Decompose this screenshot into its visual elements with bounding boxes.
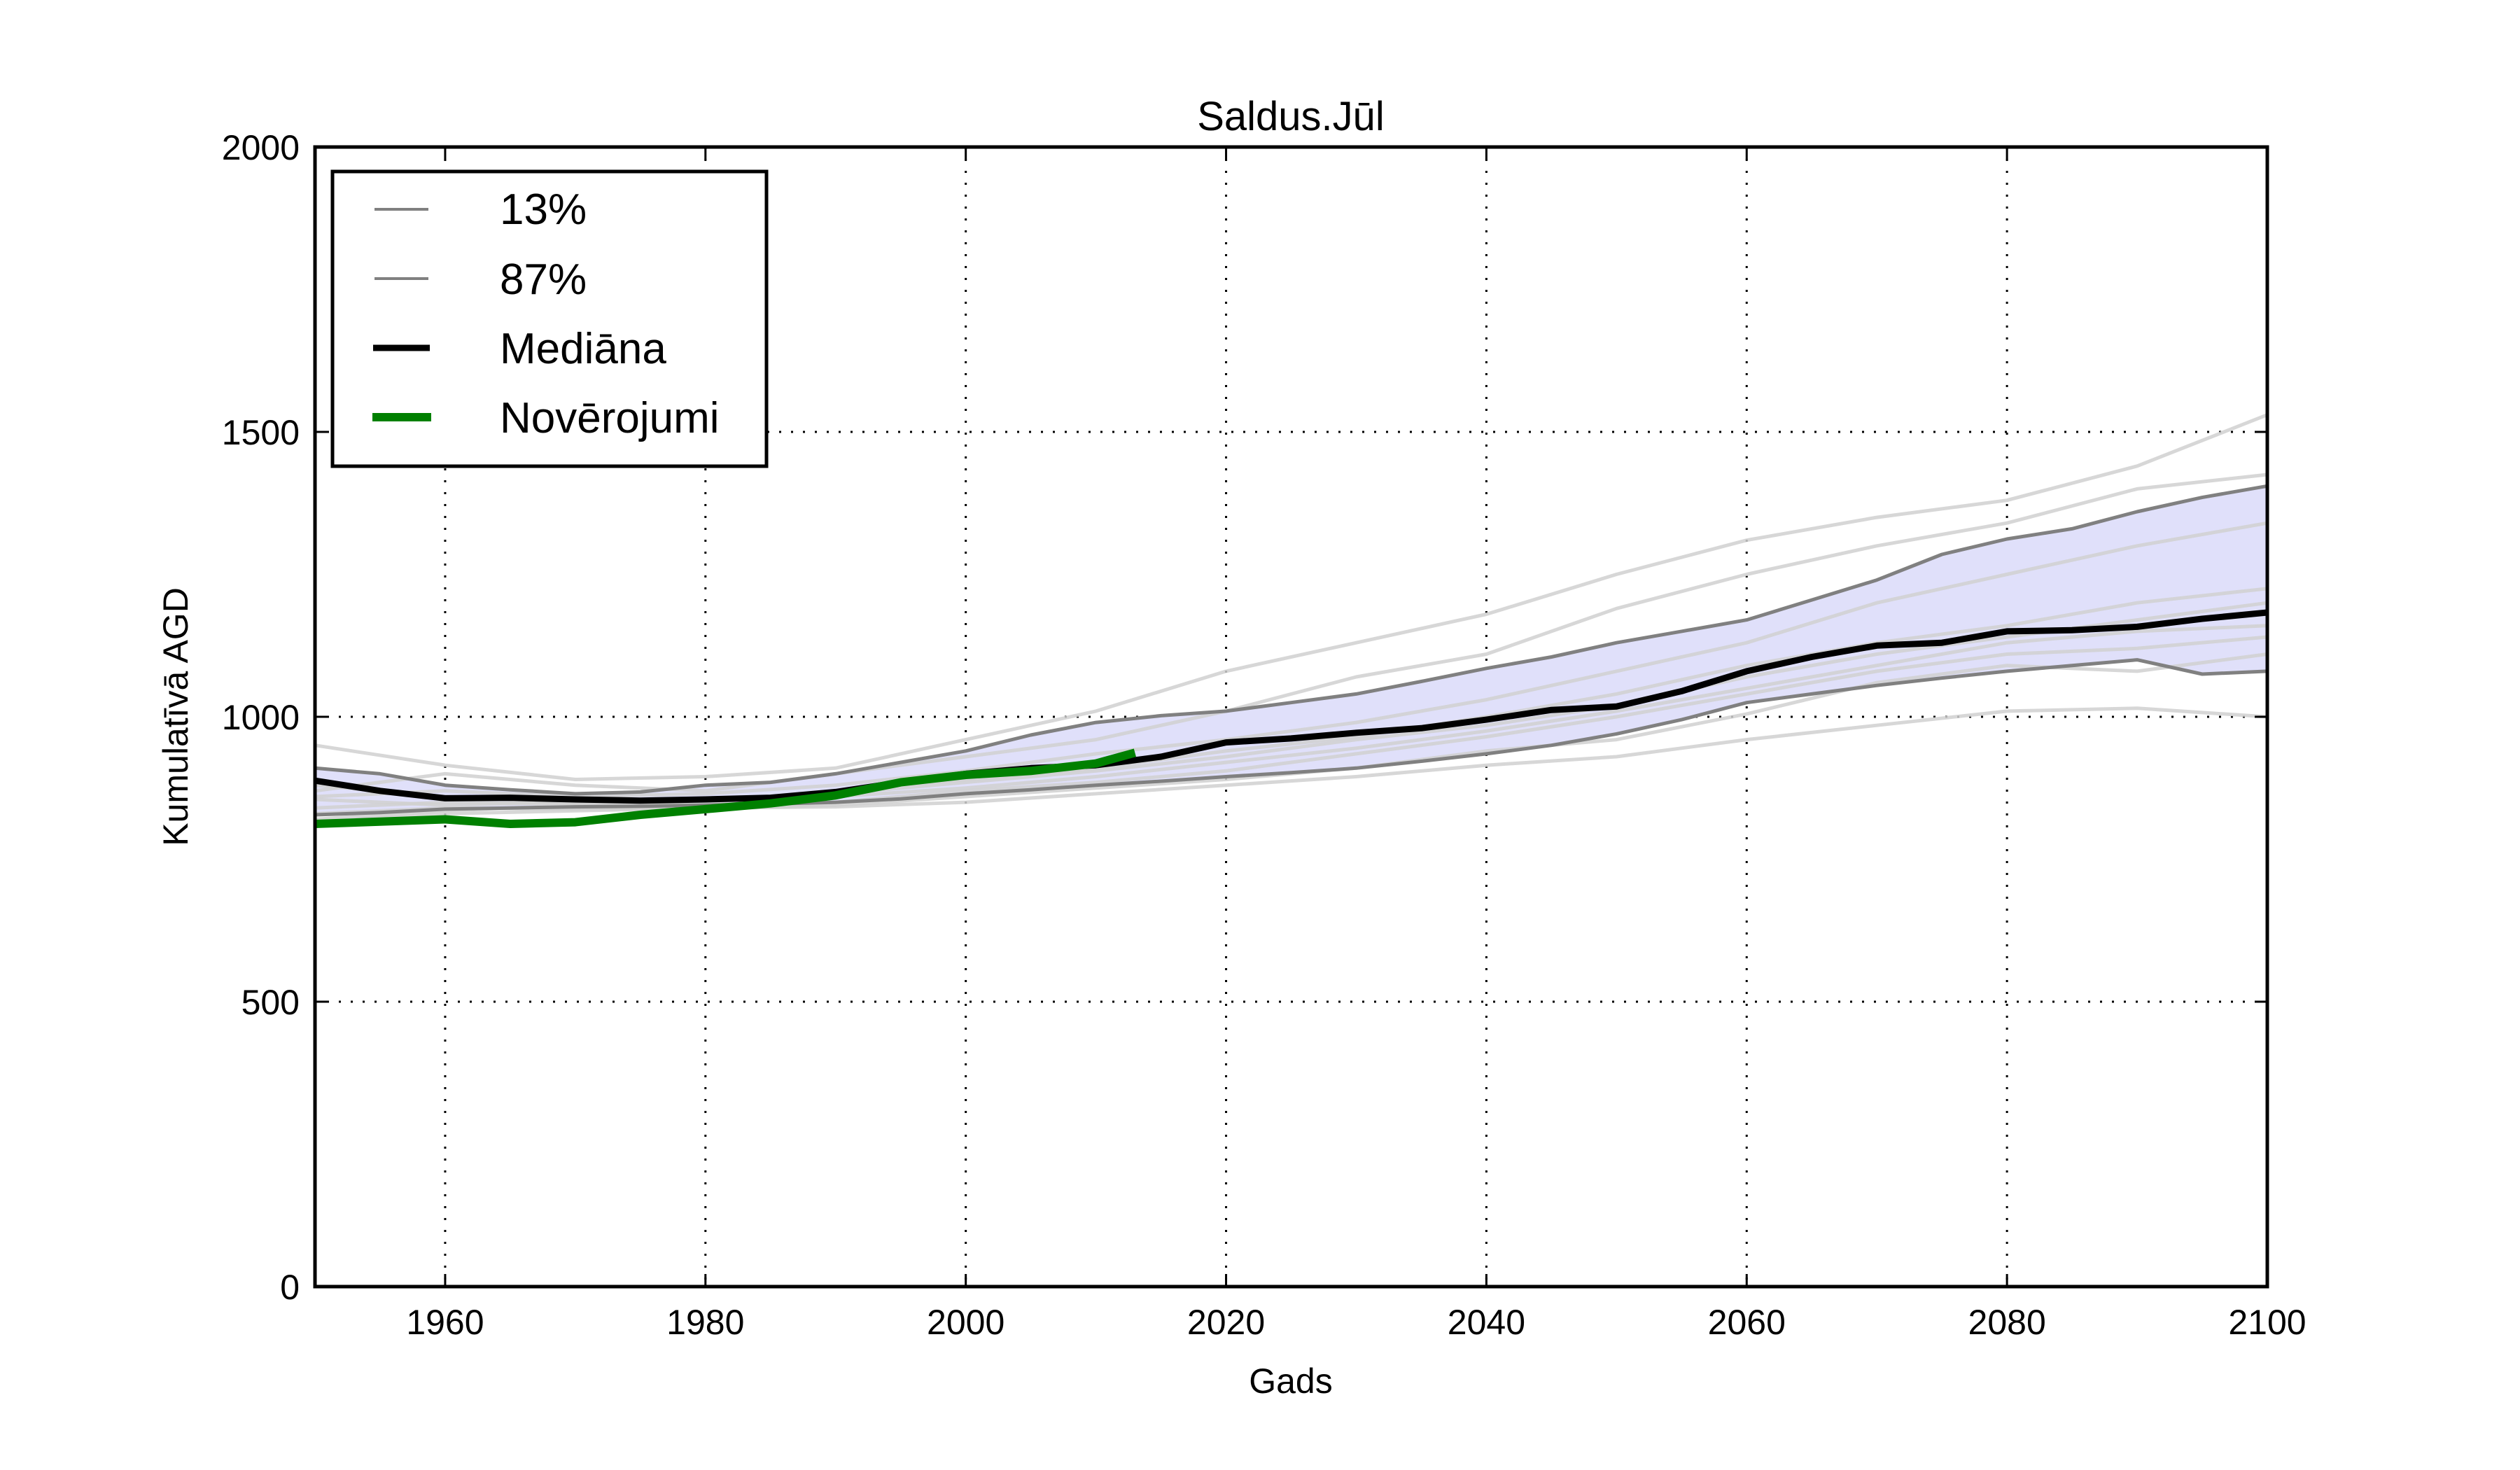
legend-label-observations: Novērojumi (500, 394, 720, 442)
legend-label-p13: 13% (500, 186, 587, 234)
chart-title: Saldus.Jūl (1197, 94, 1385, 139)
ensemble-line (314, 706, 2268, 825)
x-tick-label: 1960 (406, 1303, 484, 1342)
y-tick-label: 1500 (222, 413, 300, 452)
x-tick-label: 2000 (927, 1303, 1004, 1342)
ticks (315, 146, 2269, 1288)
y-axis-label: Kumulatīvā AGD (156, 587, 195, 846)
legend-label-median: Mediāna (500, 325, 666, 373)
observations-line (314, 748, 1136, 828)
x-axis-label: Gads (1249, 1362, 1333, 1401)
y-tick-label: 2000 (222, 128, 300, 167)
y-tick-labels: 0 500 1000 1500 2000 (222, 128, 300, 1307)
x-tick-label: 2040 (1448, 1303, 1525, 1342)
p13-line (314, 658, 2268, 817)
series-lines (314, 484, 2268, 828)
median-line (314, 609, 2268, 804)
x-tick-labels: 1960 1980 2000 2020 2040 2060 2080 2100 (406, 1303, 2306, 1342)
y-tick-label: 1000 (222, 698, 300, 737)
x-tick-label: 2100 (2228, 1303, 2306, 1342)
ensemble-line (314, 521, 2268, 799)
x-tick-label: 2020 (1187, 1303, 1265, 1342)
legend-label-p87: 87% (500, 255, 587, 304)
x-tick-label: 2080 (1968, 1303, 2046, 1342)
x-tick-label: 2060 (1708, 1303, 1786, 1342)
ensemble-line (314, 472, 2268, 793)
p87-line (314, 484, 2268, 796)
ensemble-line (314, 413, 2268, 781)
y-tick-label: 0 (280, 1268, 300, 1307)
legend: 13% 87% Mediāna Novērojumi (330, 169, 769, 468)
y-tick-label: 500 (241, 983, 300, 1022)
x-tick-label: 1980 (666, 1303, 744, 1342)
